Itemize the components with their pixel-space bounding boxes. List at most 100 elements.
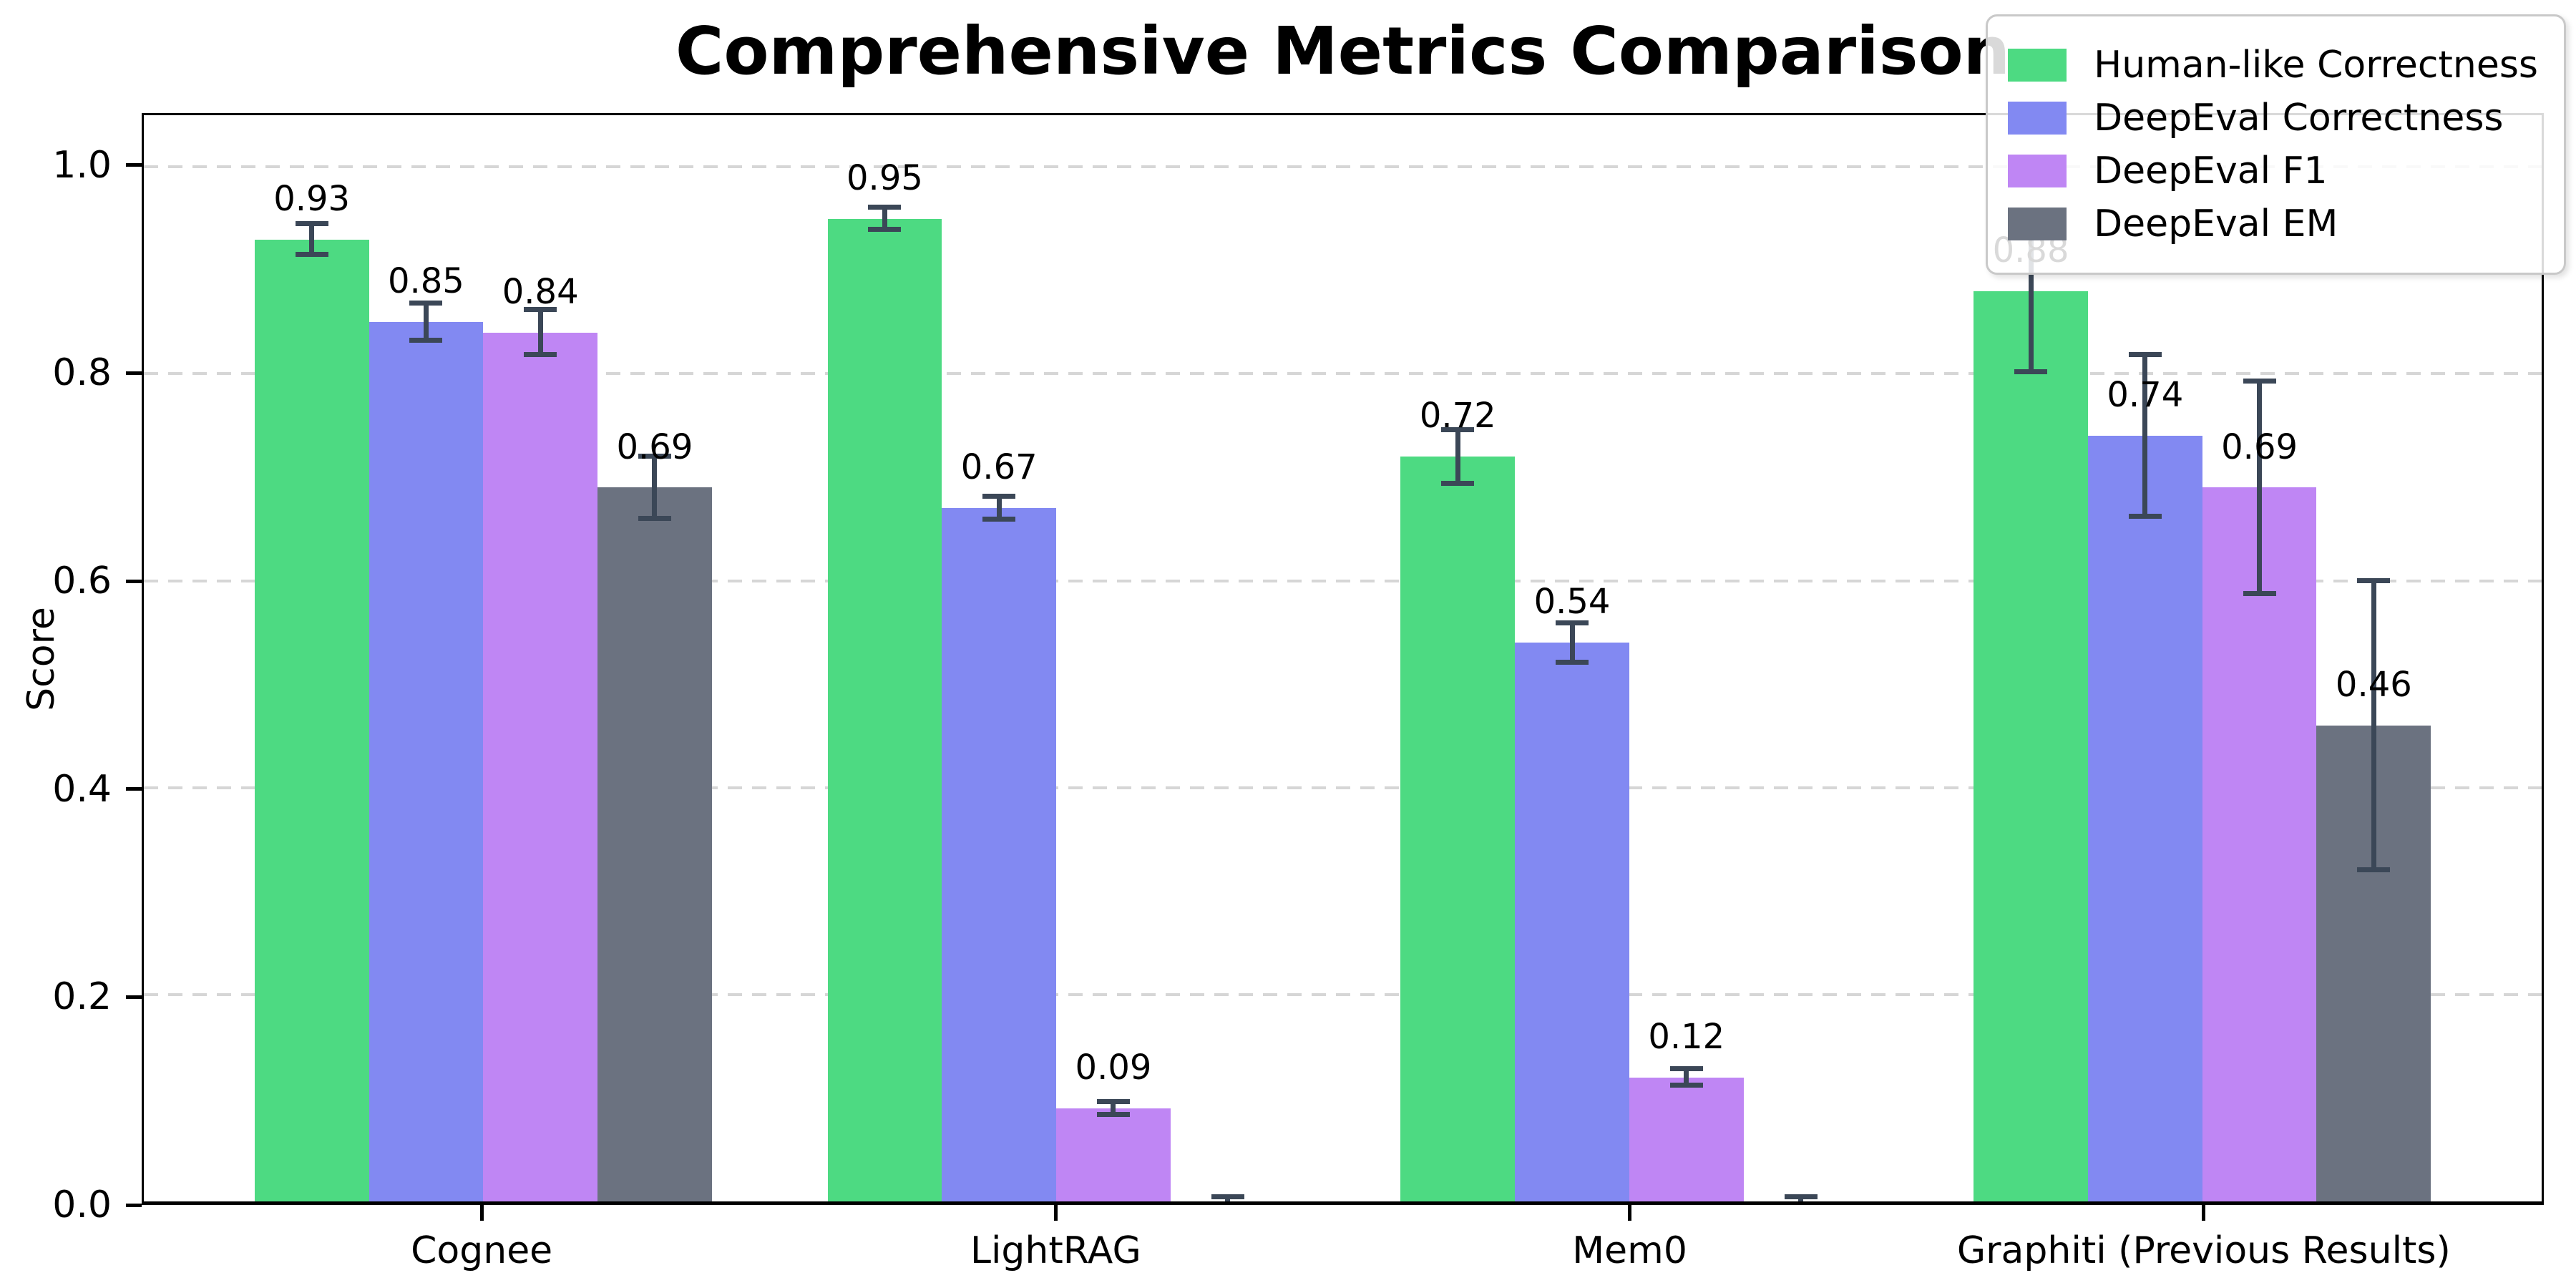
bar-value-label: 0.95 (847, 157, 923, 198)
bar-value-label: 0.09 (1075, 1047, 1152, 1088)
error-bar (2257, 381, 2263, 595)
x-tick-label-1: LightRAG (970, 1229, 1141, 1272)
x-tick-mark (1628, 1205, 1632, 1221)
error-bar-cap-bottom (1785, 1203, 1818, 1205)
bar-deepeval-correctness-1 (942, 508, 1057, 1201)
error-bar-cap-bottom (638, 515, 671, 521)
bar-deepeval-f1-1 (1056, 1108, 1171, 1201)
error-bar-cap-top (1556, 620, 1589, 625)
y-tick-mark (126, 995, 142, 999)
error-bar-cap-top (524, 306, 557, 312)
bar-value-label: 0.74 (2107, 375, 2184, 416)
x-tick-mark (479, 1205, 484, 1221)
error-bar-cap-bottom (409, 338, 443, 343)
legend-swatch-icon (2008, 155, 2067, 187)
bar-deepeval-correctness-3 (2087, 436, 2202, 1201)
error-bar-cap-bottom (1669, 1083, 1703, 1088)
y-tick-label: 0.6 (52, 560, 112, 602)
bar-value-label: 0.85 (387, 261, 464, 302)
x-tick-label-2: Mem0 (1572, 1229, 1687, 1272)
error-bar-cap-top (868, 204, 902, 210)
error-bar-cap-bottom (2243, 591, 2276, 597)
error-bar-cap-bottom (982, 517, 1016, 522)
error-bar (882, 207, 887, 230)
error-bar-cap-bottom (2014, 369, 2048, 374)
error-bar-cap-top (409, 301, 443, 306)
y-tick-mark (126, 579, 142, 583)
gridline-y-0.8 (144, 372, 2542, 376)
gridline-y-0.4 (144, 786, 2542, 789)
legend-row: DeepEval EM (2008, 203, 2538, 245)
error-bar-cap-bottom (524, 352, 557, 358)
error-bar-cap-top (1784, 1194, 1818, 1200)
error-bar (2028, 210, 2034, 372)
legend-label: DeepEval Correctness (2094, 97, 2504, 140)
bar-human-like-correctness-0 (254, 239, 369, 1201)
error-bar-cap-top (2243, 378, 2276, 384)
error-bar (2371, 580, 2376, 871)
bar-value-label: 0.12 (1648, 1016, 1725, 1057)
bar-deepeval-f1-2 (1629, 1077, 1744, 1201)
error-bar (1111, 1102, 1116, 1115)
y-tick-mark (126, 371, 142, 375)
y-tick-mark (126, 163, 142, 167)
bar-value-label: 0.69 (616, 426, 693, 467)
plot-area: 0.93 0.85 0.84 0.69 0.95 0.67 0.09 0.72 0.54 0.12… (142, 113, 2544, 1205)
bar-deepeval-correctness-2 (1515, 643, 1629, 1201)
bar-value-label: 0.69 (2221, 426, 2298, 467)
bar-human-like-correctness-3 (1974, 291, 2088, 1201)
bar-deepeval-f1-3 (2202, 487, 2317, 1201)
y-tick-label: 0.4 (52, 767, 112, 811)
error-bar-cap-top (1096, 1099, 1130, 1105)
error-bar (1455, 429, 1460, 484)
bar-value-label: 0.67 (960, 447, 1038, 488)
bar-value-label: 0.72 (1419, 396, 1496, 436)
error-bar-cap-top (1441, 426, 1475, 432)
legend: Human-like Correctness DeepEval Correctne… (1986, 14, 2566, 275)
error-bar-cap-bottom (2128, 513, 2162, 519)
y-tick-mark (126, 787, 142, 791)
bar-deepeval-f1-0 (483, 332, 598, 1201)
bar-deepeval-em-0 (597, 487, 712, 1201)
legend-label: DeepEval EM (2094, 203, 2338, 245)
bar-value-label: 0.54 (1533, 582, 1611, 623)
legend-label: DeepEval F1 (2094, 150, 2328, 192)
error-bar (652, 457, 658, 519)
bar-human-like-correctness-2 (1400, 457, 1516, 1201)
bar-human-like-correctness-1 (827, 218, 942, 1201)
error-bar-cap-bottom (868, 227, 902, 233)
error-bar-cap-bottom (1441, 480, 1475, 486)
error-bar-cap-bottom (1556, 659, 1589, 665)
y-tick-label: 0.8 (52, 351, 112, 395)
bar-value-label: 0.84 (502, 271, 579, 312)
error-bar (423, 303, 429, 341)
error-bar-cap-top (2128, 352, 2162, 358)
gridline-y-1.0 (144, 165, 2542, 169)
error-bar-cap-top (2357, 577, 2391, 583)
legend-swatch-icon (2008, 49, 2067, 82)
x-tick-label-0: Cognee (411, 1229, 553, 1272)
y-tick-label: 1.0 (52, 143, 112, 187)
error-bar-cap-top (982, 494, 1016, 499)
y-tick-mark (126, 1203, 142, 1207)
y-tick-label: 0.0 (52, 1184, 112, 1226)
chart-title: Comprehensive Metrics Comparison (675, 13, 2011, 89)
legend-swatch-icon (2008, 102, 2067, 135)
bar-deepeval-correctness-0 (369, 322, 484, 1201)
gridline-y-0.6 (144, 579, 2542, 582)
bar-value-label: 0.93 (273, 178, 351, 219)
error-bar (1684, 1068, 1689, 1086)
bar-value-label: 0.46 (2335, 665, 2412, 706)
y-tick-label: 0.2 (52, 975, 112, 1019)
error-bar-cap-bottom (295, 252, 328, 258)
error-bar (996, 497, 1002, 520)
error-bar (537, 309, 543, 356)
x-tick-label-3: Graphiti (Previous Results) (1956, 1229, 2451, 1272)
error-bar-cap-top (1211, 1194, 1244, 1200)
legend-swatch-icon (2008, 208, 2067, 240)
error-bar-cap-bottom (2357, 867, 2391, 873)
y-axis-title: Score (20, 607, 63, 711)
error-bar-cap-top (1669, 1065, 1703, 1071)
legend-label: Human-like Correctness (2094, 44, 2538, 87)
